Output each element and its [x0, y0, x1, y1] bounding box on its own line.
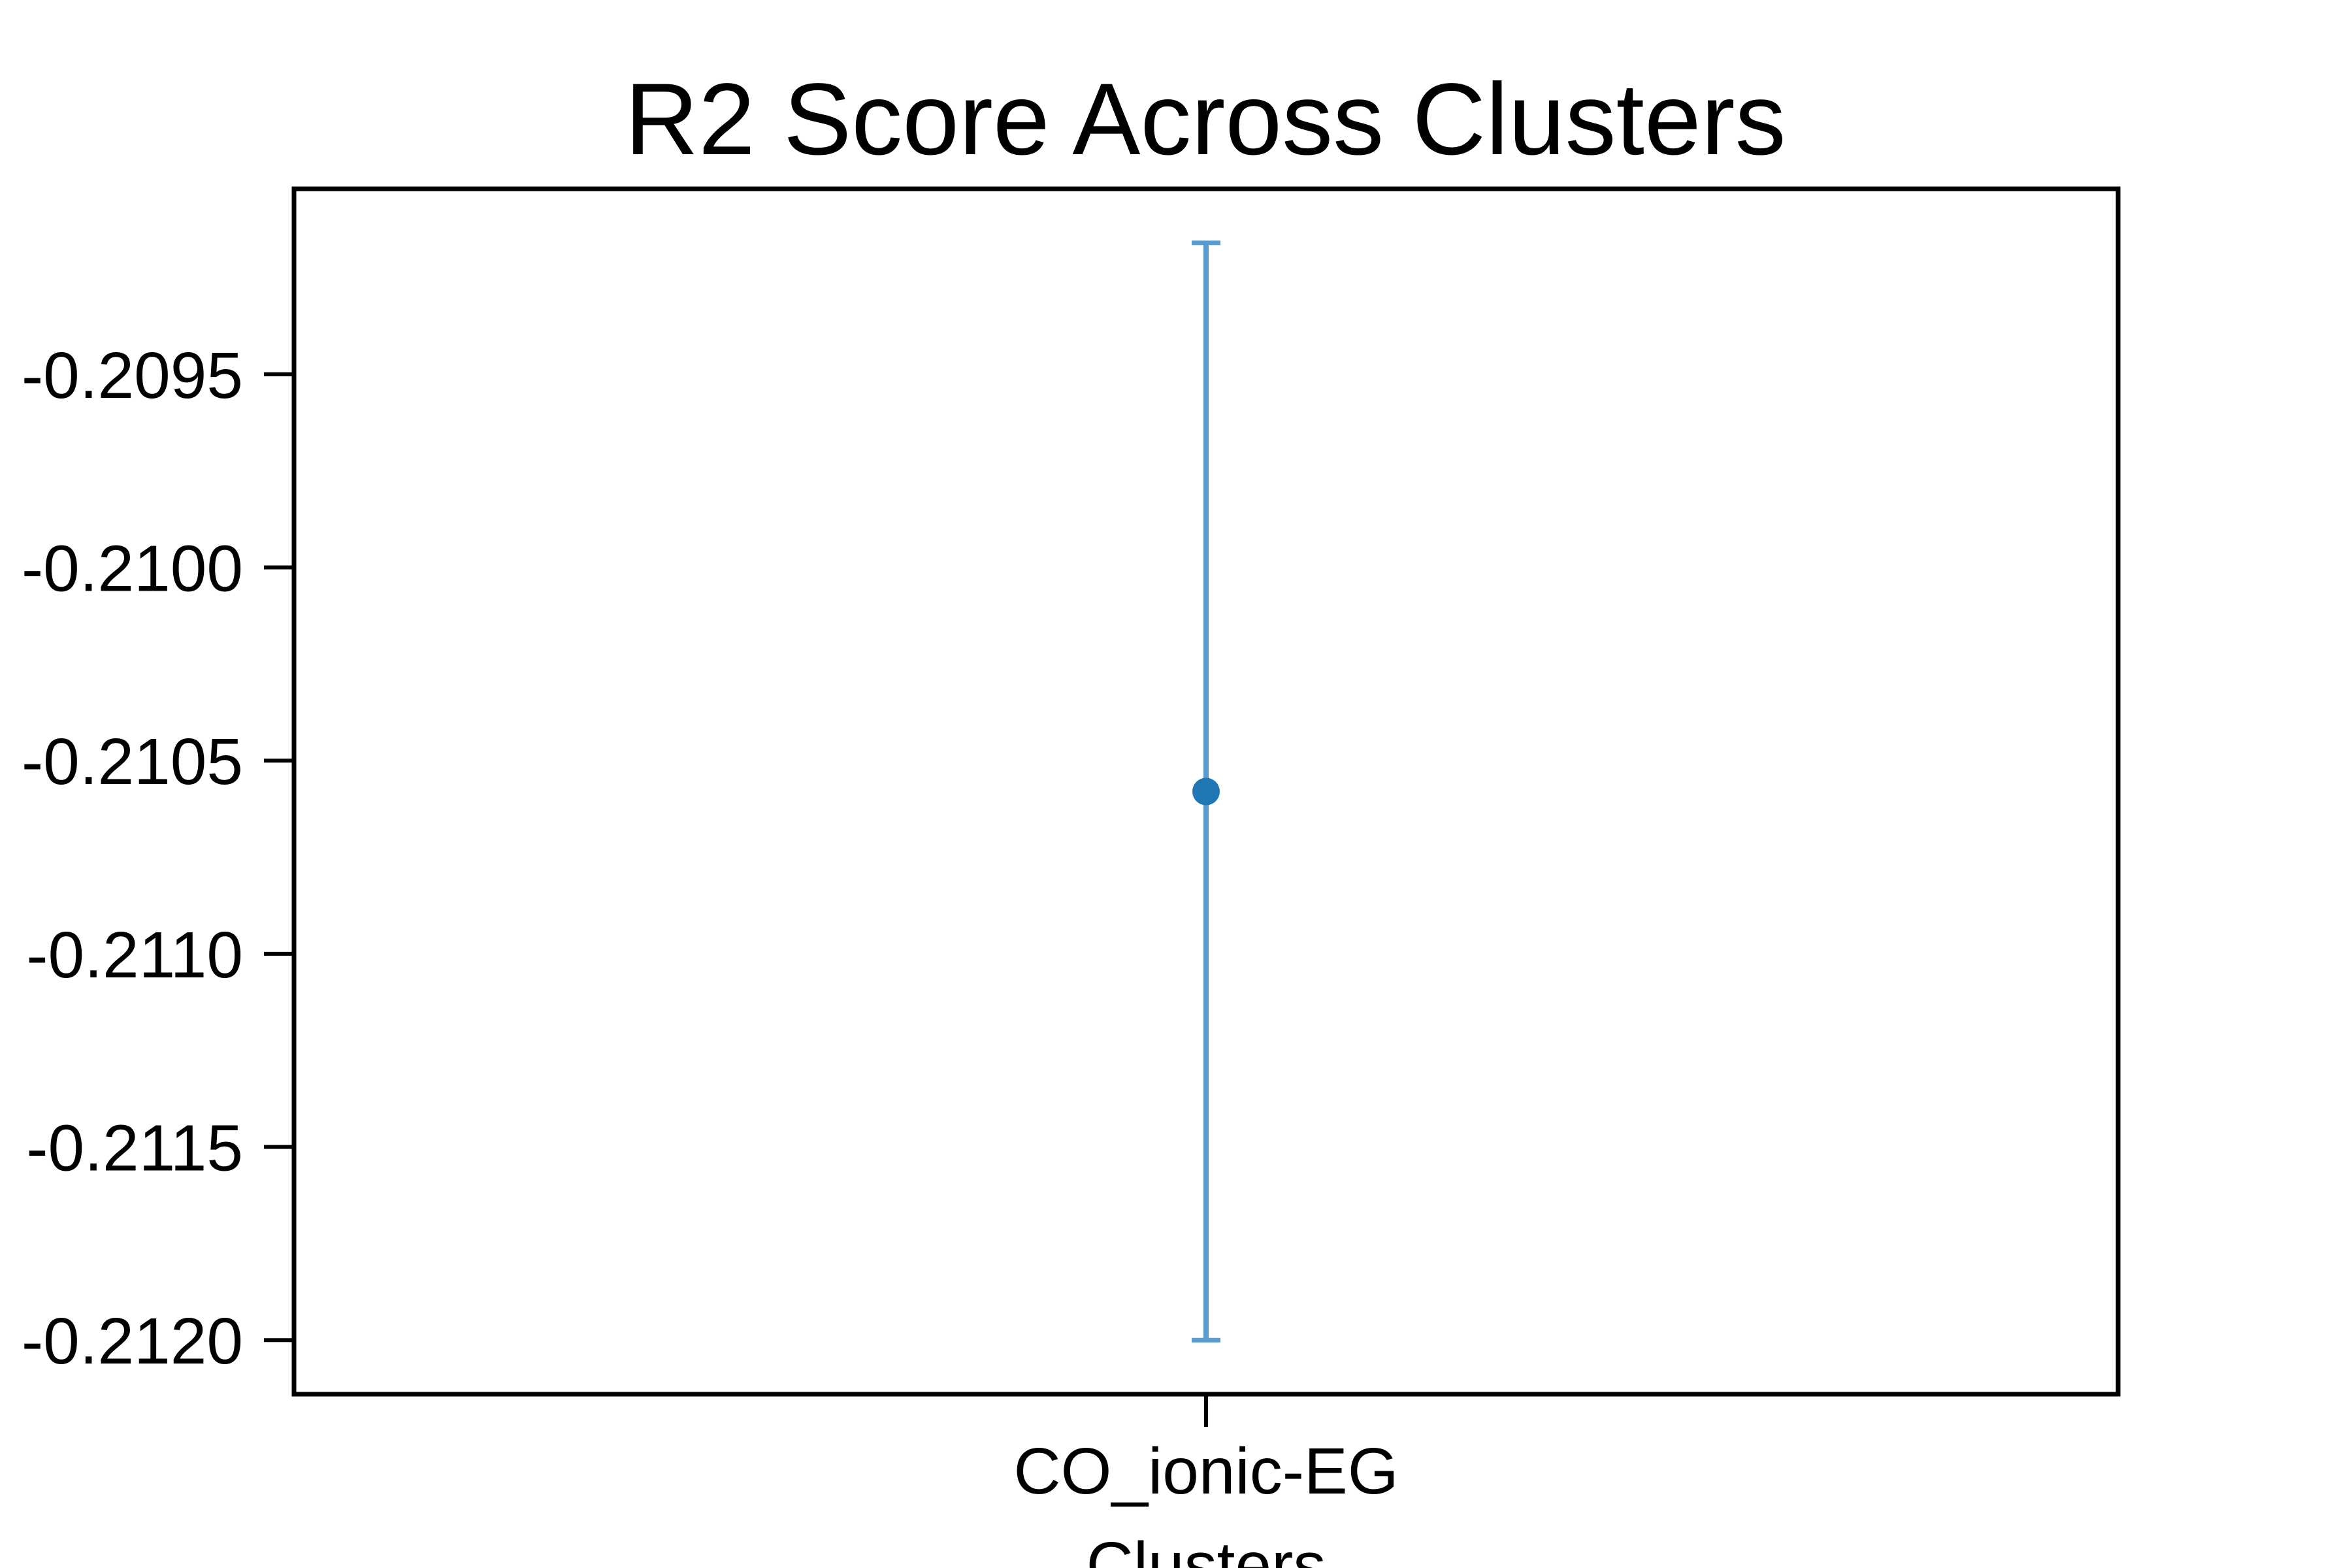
- data-point: [1192, 777, 1220, 806]
- chart-title: R2 Score Across Clusters: [625, 63, 1786, 176]
- x-tick-label: CO_ionic-EG: [1013, 1435, 1398, 1508]
- x-axis-label: Clusters: [1086, 1529, 1326, 1568]
- y-tick-label: -0.2115: [26, 1112, 243, 1185]
- y-tick-label: -0.2100: [22, 532, 243, 606]
- y-axis: -0.2095 -0.2100 -0.2105 -0.2110 -0.2115 -0.21…: [22, 339, 294, 1378]
- plot-marks: [1192, 240, 1220, 1343]
- x-axis: CO_ionic-EG: [1013, 1394, 1399, 1508]
- y-tick-label: -0.2105: [22, 725, 243, 798]
- y-tick-label: -0.2120: [22, 1305, 243, 1378]
- y-tick-label: -0.2110: [26, 919, 243, 992]
- y-tick-label: -0.2095: [22, 339, 243, 412]
